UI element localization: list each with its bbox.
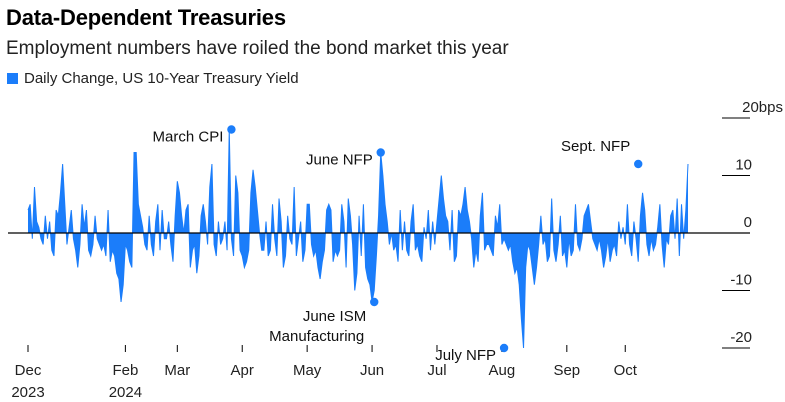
y-tick-label: 20bps <box>742 99 783 116</box>
annotation-dot <box>634 159 643 169</box>
x-tick-label: Mar <box>164 362 190 379</box>
x-tick-label: Oct <box>614 362 638 379</box>
legend-label: Daily Change, US 10-Year Treasury Yield <box>24 70 299 87</box>
x-tick-label: Jun <box>360 362 384 379</box>
x-tick-label: May <box>293 362 322 379</box>
x-tick-label: Sep <box>553 362 580 379</box>
x-tick-label: Dec <box>15 362 42 379</box>
annotation-dot <box>370 297 379 307</box>
y-tick-label: -10 <box>730 272 752 289</box>
annotation-dot <box>499 343 509 353</box>
y-tick-label: -20 <box>730 329 752 346</box>
annotation-label: June NFP <box>306 152 373 169</box>
y-tick-label: 10 <box>735 157 752 174</box>
y-tick-label: 0 <box>744 214 752 231</box>
x-tick-label: Apr <box>231 362 254 379</box>
series-line <box>27 129 689 349</box>
x-tick-year-label: 2023 <box>11 384 44 401</box>
x-tick-label: Feb <box>112 362 138 379</box>
legend: Daily Change, US 10-Year Treasury Yield <box>7 70 299 87</box>
annotation-label-line2: Manufacturing <box>269 328 364 345</box>
annotation-dot <box>227 125 236 134</box>
x-tick-label: Aug <box>489 362 516 379</box>
annotation-label: July NFP <box>435 347 496 364</box>
chart-title: Data-Dependent Treasuries <box>6 5 286 30</box>
annotation-label: June ISM <box>303 308 366 325</box>
x-tick-label: Jul <box>427 362 446 379</box>
annotation-label: March CPI <box>153 129 224 146</box>
legend-swatch <box>7 73 18 84</box>
annotation-label: Sept. NFP <box>561 138 630 155</box>
chart-subtitle: Employment numbers have roiled the bond … <box>6 38 509 59</box>
annotation-dot <box>376 148 385 157</box>
x-tick-year-label: 2024 <box>109 384 142 401</box>
